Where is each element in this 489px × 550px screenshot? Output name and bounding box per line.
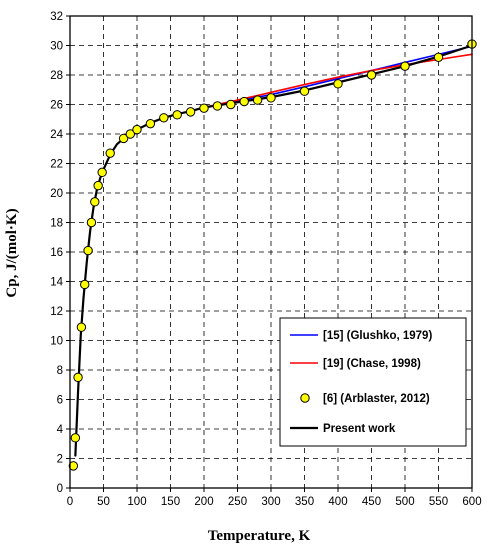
x-tick-label: 550 — [429, 496, 448, 508]
legend-label: Present work — [323, 423, 396, 435]
x-tick-label: 200 — [194, 496, 213, 508]
data-point — [118, 133, 129, 144]
series-layer — [68, 39, 477, 471]
legend-item: Present work — [290, 423, 396, 435]
y-tick-label: 16 — [50, 247, 63, 259]
data-point — [299, 86, 310, 96]
data-point — [333, 79, 343, 89]
legend: [15] (Glushko, 1979) [19] (Chase, 1998) [6… — [279, 317, 467, 447]
y-tick-label: 6 — [57, 395, 63, 407]
y-tick-label: 10 — [50, 336, 63, 348]
y-tick-label: 22 — [50, 159, 63, 171]
y-tick-label: 2 — [57, 454, 63, 466]
legend-label: [6] (Arblaster, 2012) — [323, 393, 430, 405]
grid-layer — [70, 16, 472, 488]
data-point — [400, 61, 410, 71]
data-point — [159, 113, 169, 123]
x-tick-label: 500 — [395, 496, 414, 508]
y-tick-label: 18 — [50, 218, 63, 230]
series-line--15-glushko-1979- — [203, 45, 473, 109]
series-line--19-chase-1998- — [203, 53, 473, 109]
data-point — [132, 124, 142, 135]
x-tick-label: 450 — [362, 496, 381, 508]
legend-item: [15] (Glushko, 1979) — [290, 330, 432, 342]
data-point — [80, 279, 90, 290]
data-point — [366, 70, 377, 80]
data-point — [68, 461, 79, 471]
data-point — [76, 322, 87, 332]
data-point — [266, 93, 276, 103]
y-tick-label: 26 — [50, 100, 63, 112]
legend-marker — [300, 393, 310, 403]
y-tick-label: 20 — [50, 188, 63, 200]
data-point — [145, 118, 156, 129]
x-tick-label: 400 — [328, 496, 347, 508]
data-point — [86, 217, 97, 228]
data-point — [105, 148, 115, 158]
y-tick-label: 28 — [50, 70, 63, 82]
data-point — [172, 110, 182, 120]
data-point — [93, 180, 103, 191]
y-tick-label: 32 — [50, 11, 63, 23]
data-point — [83, 245, 93, 256]
y-tick-label: 0 — [57, 483, 63, 495]
data-point — [433, 52, 444, 62]
legend-box — [279, 317, 467, 447]
data-point — [90, 197, 100, 207]
data-point — [226, 99, 236, 110]
x-tick-label: 600 — [462, 496, 481, 508]
x-axis-title: Temperature, K — [208, 528, 311, 544]
x-tick-label: 0 — [67, 496, 73, 508]
y-tick-label: 14 — [50, 277, 63, 289]
data-point — [185, 107, 196, 117]
legend-label: [15] (Glushko, 1979) — [323, 330, 432, 342]
x-tick-label: 250 — [228, 496, 247, 508]
x-tick-label: 350 — [295, 496, 314, 508]
legend-item: [19] (Chase, 1998) — [290, 358, 421, 370]
x-tick-label: 150 — [161, 496, 180, 508]
plot-frame — [69, 15, 473, 489]
data-point — [199, 103, 209, 113]
data-point — [252, 95, 263, 105]
legend-item: [6] (Arblaster, 2012) — [300, 393, 430, 405]
y-tick-label: 8 — [57, 365, 63, 377]
y-tick-label: 30 — [50, 41, 63, 53]
x-tick-label: 100 — [127, 496, 146, 508]
data-point — [73, 372, 83, 383]
data-point — [97, 167, 107, 178]
y-tick-label: 4 — [57, 424, 64, 436]
x-tick-label: 50 — [97, 496, 110, 508]
y-tick-label: 12 — [50, 306, 63, 318]
data-point — [239, 96, 249, 107]
x-tick-labels: 0 50 100 150 200 250 300 350 400 450 500 550 600 — [67, 488, 482, 508]
y-tick-label: 24 — [50, 129, 63, 141]
data-point — [70, 433, 81, 443]
data-point — [212, 101, 223, 111]
legend-label: [19] (Chase, 1998) — [323, 358, 421, 370]
data-point — [125, 129, 136, 139]
y-axis-title: Cp, J/(mol·K) — [4, 208, 20, 297]
x-tick-label: 300 — [261, 496, 280, 508]
